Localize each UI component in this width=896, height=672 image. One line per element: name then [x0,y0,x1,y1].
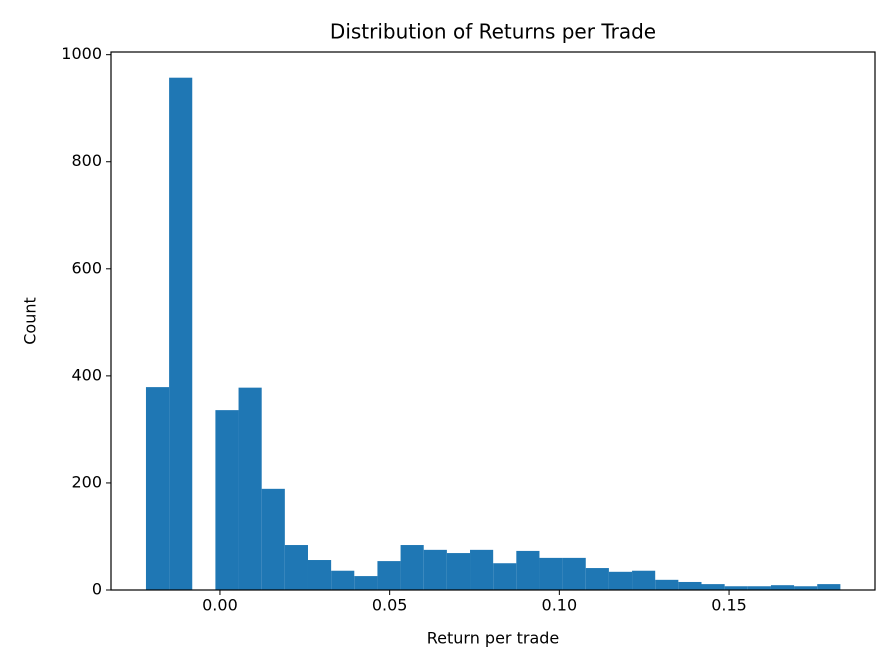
y-tick-label: 200 [71,472,102,491]
x-tick-label: 0.00 [202,596,238,615]
x-tick-label: 0.05 [372,596,408,615]
bar [516,550,540,590]
bar [400,545,424,590]
y-axis-label: Count [21,297,40,345]
bar [724,586,748,590]
bar [539,557,563,590]
bar [423,549,447,590]
bar [284,545,308,590]
bar [238,387,262,590]
bar [632,570,656,590]
y-tick-label: 600 [71,258,102,277]
bar [562,557,586,590]
bar [470,549,494,590]
bar [770,585,795,590]
bar [701,584,725,590]
y-tick-label: 1000 [61,44,102,63]
bar [377,561,401,590]
x-tick-label: 0.15 [711,596,747,615]
bar [354,576,378,590]
bar [747,586,771,590]
bar [794,586,818,590]
bar [493,563,517,590]
bar [215,410,239,590]
chart-title: Distribution of Returns per Trade [330,20,656,44]
bar [655,579,679,590]
x-axis-label: Return per trade [427,629,560,648]
y-tick-label: 0 [92,580,102,599]
bar [446,553,471,590]
bar [145,387,170,590]
bar [817,584,841,590]
bar [585,568,609,590]
bar [169,77,193,591]
bar [307,560,332,590]
y-tick-label: 800 [71,151,102,170]
bar [678,581,702,590]
bar [608,571,633,590]
y-tick-label: 400 [71,365,102,384]
bar [261,488,285,590]
bar [331,570,355,590]
plot-frame [110,51,876,591]
x-tick-label: 0.10 [542,596,578,615]
